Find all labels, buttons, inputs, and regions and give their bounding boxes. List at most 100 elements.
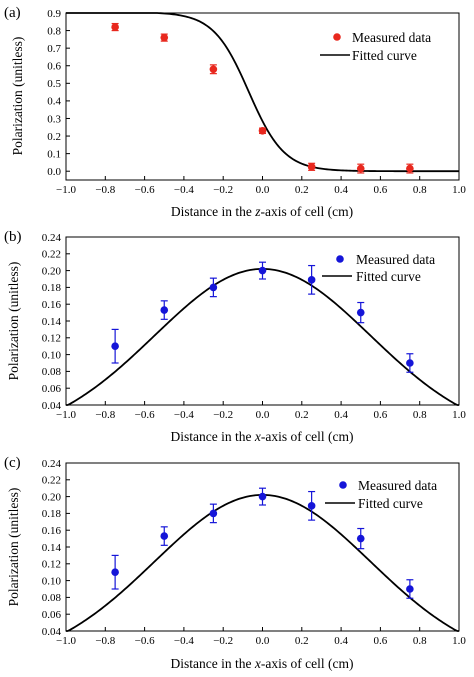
panel-b-x-label-var: x <box>254 429 261 444</box>
plot-c-marks: −1.0 −0.8 −0.6 −0.4 −0.2 0.0 0.2 0.4 0.6 0.8 1.0 0.… <box>42 458 467 647</box>
panel-b-y-tick-label: 0.10 <box>42 349 62 361</box>
panel-a-x-tick-label: −1.0 <box>56 184 76 196</box>
panel-a-y-tick-label: 0.5 <box>47 78 61 90</box>
panel-a-x-tick-label: 0.2 <box>295 184 309 196</box>
panel-b-data-point <box>209 277 218 298</box>
panel-c-data-point <box>307 490 316 521</box>
panel-b-point-marker <box>356 308 365 317</box>
panel-a-data-point <box>209 64 218 75</box>
panel-c-y-tick-label: 0.06 <box>42 609 62 621</box>
panel-a: −1.0 −0.8 −0.6 −0.4 −0.2 0.0 0.2 0.4 0.6 0.8 1.0 0.… <box>4 5 466 219</box>
panel-b-data-point <box>160 300 169 320</box>
panel-a-data-point <box>160 33 169 42</box>
panel-a-data-point <box>111 22 119 32</box>
panel-c-y-tick-label: 0.12 <box>42 559 61 571</box>
panel-b-y-tick-label: 0.16 <box>42 299 62 311</box>
panel-c-legend-marker <box>339 481 347 489</box>
panel-a-legend-measured: Measured data <box>352 30 431 45</box>
panel-b-x-tick-label: −1.0 <box>56 409 76 421</box>
panel-c-x-tick-label: 1.0 <box>452 635 466 647</box>
panel-a-point-marker <box>356 164 365 173</box>
panel-c-x-axis-label: Distance in the x-axis of cell (cm) <box>171 656 354 671</box>
panel-b-x-tick-label: 1.0 <box>452 409 466 421</box>
panel-b-y-tick-label: 0.18 <box>42 282 62 294</box>
panel-b-data-point <box>111 328 119 364</box>
panel-b-data-point <box>307 264 316 295</box>
panel-a-y-tick-label: 0.2 <box>47 131 61 143</box>
panel-c-x-label-pre: Distance in the <box>171 656 255 671</box>
panel-c-data-point <box>356 527 365 550</box>
panel-b-x-tick-label: −0.6 <box>135 409 155 421</box>
panel-a-legend-fitted: Fitted curve <box>352 48 417 63</box>
panel-c-point-marker <box>160 532 169 540</box>
panel-b-x-tick-label: −0.2 <box>213 409 233 421</box>
panel-b-point-marker <box>111 342 119 351</box>
panel-c-point-marker <box>307 502 316 510</box>
panel-c-y-tick-label: 0.24 <box>42 458 62 470</box>
panel-c-data-point <box>160 526 169 546</box>
panel-a-x-tick-label: −0.8 <box>95 184 115 196</box>
panel-a-x-label-post: -axis of cell (cm) <box>261 204 354 219</box>
panel-a-x-label-pre: Distance in the <box>171 204 255 219</box>
panel-c-x-tick-label: −0.8 <box>95 635 115 647</box>
panel-c-point-marker <box>111 568 119 576</box>
panel-c-x-label-var: x <box>254 656 261 671</box>
panel-b-y-tick-label: 0.06 <box>42 383 62 395</box>
panel-c: −1.0 −0.8 −0.6 −0.4 −0.2 0.0 0.2 0.4 0.6 0.8 1.0 0.… <box>4 455 466 671</box>
plot-c-frame <box>65 462 460 632</box>
panel-c-x-tick-label: 0.6 <box>374 635 388 647</box>
panel-b-data-point <box>406 353 414 373</box>
panel-a-x-tick-label: 1.0 <box>452 184 466 196</box>
panel-a-y-tick-label: 0.4 <box>47 96 61 108</box>
panel-c-legend-measured: Measured data <box>358 478 437 493</box>
panel-b-fitted-curve <box>66 268 459 406</box>
panel-c-x-label-post: -axis of cell (cm) <box>261 656 354 671</box>
panel-b-x-label-post: -axis of cell (cm) <box>261 429 354 444</box>
panel-c-x-tick-label: 0.8 <box>413 635 427 647</box>
panel-c-data-point <box>209 503 218 524</box>
panel-c-y-tick-label: 0.10 <box>42 575 62 587</box>
panel-b-data-point <box>356 301 365 324</box>
panel-c-y-tick-label: 0.14 <box>42 542 62 554</box>
panel-c-data-point <box>111 554 119 590</box>
panel-c-x-tick-label: −1.0 <box>56 635 76 647</box>
panel-a-x-label-var: z <box>254 204 261 219</box>
panel-c-y-tick-label: 0.16 <box>42 525 62 537</box>
panel-c-point-marker <box>258 492 267 501</box>
panel-c-y-axis-label: Polarization (unitless) <box>6 488 21 607</box>
panel-a-label: (a) <box>4 5 21 21</box>
panel-c-point-marker <box>406 585 414 593</box>
panel-b-legend-fitted: Fitted curve <box>356 269 421 284</box>
panel-b-point-marker <box>258 266 267 275</box>
panel-a-point-marker <box>307 163 316 171</box>
panel-c-label: (c) <box>4 455 21 471</box>
panel-c-x-tick-label: −0.6 <box>135 635 155 647</box>
panel-b-legend-measured: Measured data <box>356 252 435 267</box>
panel-b: −1.0 −0.8 −0.6 −0.4 −0.2 0.0 0.2 0.4 0.6 0.8 1.0 0.… <box>4 229 466 444</box>
panel-b-x-tick-label: 0.8 <box>413 409 427 421</box>
panel-a-point-marker <box>160 33 169 42</box>
panel-b-x-tick-label: 0.0 <box>256 409 270 421</box>
panel-a-x-tick-label: 0.6 <box>374 184 388 196</box>
panel-b-y-tick-label: 0.14 <box>42 316 62 328</box>
panel-b-x-axis-label: Distance in the x-axis of cell (cm) <box>171 429 354 444</box>
panel-a-x-axis-label: Distance in the z-axis of cell (cm) <box>171 204 353 219</box>
panel-b-point-marker <box>160 306 169 314</box>
panel-c-y-tick-label: 0.08 <box>42 592 62 604</box>
panel-b-label: (b) <box>4 229 22 245</box>
panel-a-legend-marker <box>333 33 341 41</box>
panel-a-point-marker <box>406 164 414 173</box>
panel-b-x-label-pre: Distance in the <box>171 429 255 444</box>
panel-a-y-tick-label: 0.6 <box>47 61 61 73</box>
panel-b-point-marker <box>307 276 316 284</box>
panel-c-y-tick-label: 0.18 <box>42 508 62 520</box>
panel-a-x-tick-label: −0.4 <box>174 184 194 196</box>
panel-b-x-tick-label: 0.6 <box>374 409 388 421</box>
panel-a-data-point <box>356 163 365 174</box>
panel-a-y-tick-label: 0.8 <box>47 25 61 37</box>
panel-a-data-point <box>307 162 316 171</box>
panel-b-x-tick-label: 0.2 <box>295 409 309 421</box>
panel-c-data-point <box>406 579 414 599</box>
panel-b-y-tick-label: 0.12 <box>42 333 61 345</box>
